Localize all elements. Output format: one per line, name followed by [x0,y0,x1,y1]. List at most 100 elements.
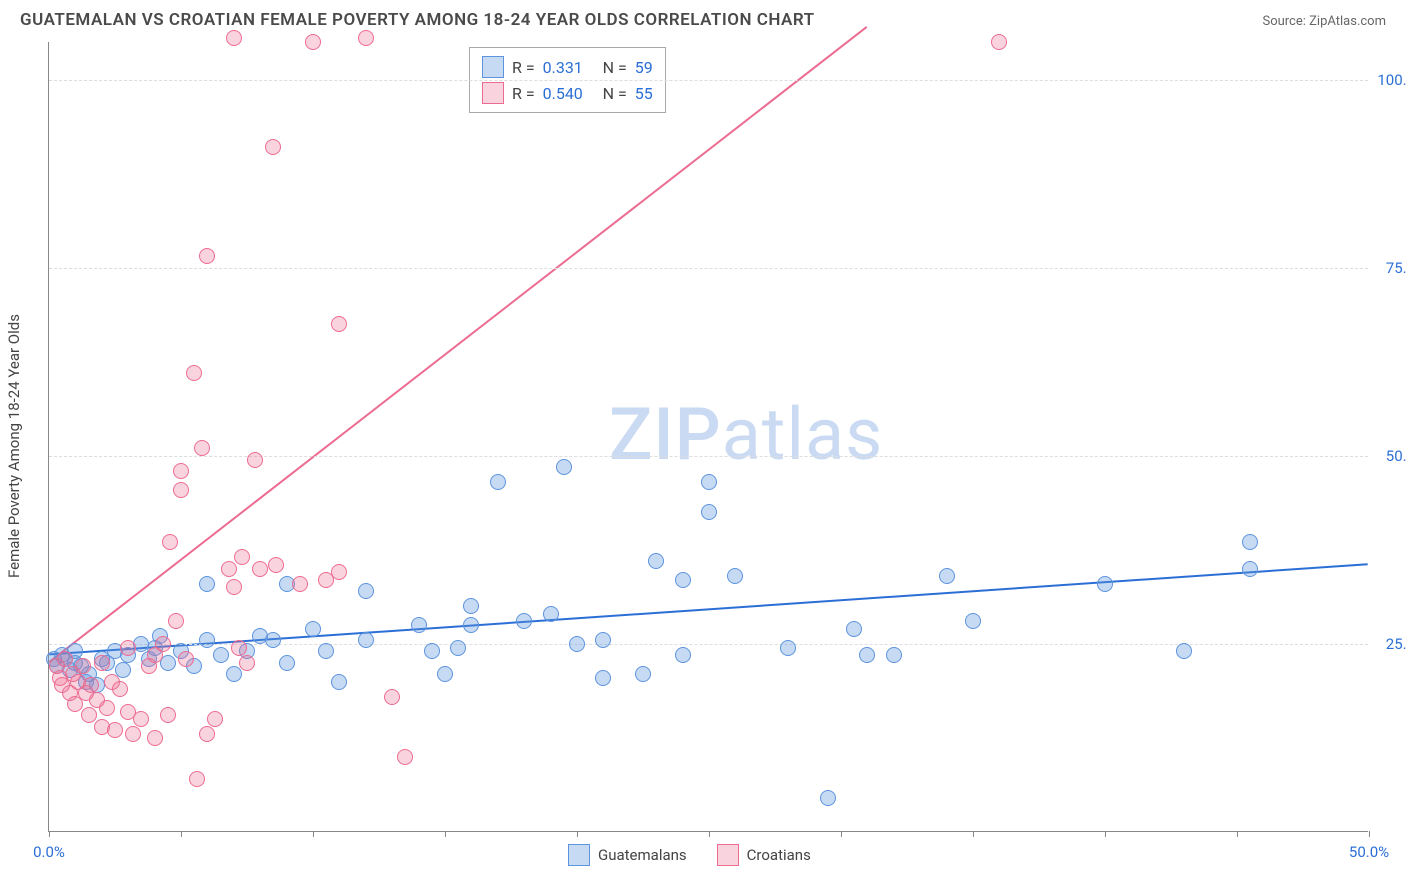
scatter-point [675,572,691,588]
scatter-point [133,711,149,727]
scatter-point [595,670,611,686]
scatter-point [1097,576,1113,592]
scatter-point [168,613,184,629]
legend-swatch [717,844,739,866]
scatter-point [463,617,479,633]
scatter-point [305,621,321,637]
bottom-legend-item: Croatians [717,844,811,866]
x-tick [1237,831,1238,837]
scatter-point [173,463,189,479]
scatter-point [81,707,97,723]
legend-swatch [482,56,504,78]
source-label: Source: ZipAtlas.com [1262,14,1386,29]
x-tick [709,831,710,837]
scatter-point [178,651,194,667]
x-tick [1105,831,1106,837]
scatter-point [331,564,347,580]
x-tick [313,831,314,837]
gridline [49,80,1368,81]
scatter-point [189,771,205,787]
scatter-point [265,632,281,648]
scatter-point [199,576,215,592]
chart-title: GUATEMALAN VS CROATIAN FEMALE POVERTY AM… [20,10,815,30]
y-tick-label: 75.0% [1374,259,1406,277]
chart-container: GUATEMALAN VS CROATIAN FEMALE POVERTY AM… [0,0,1406,892]
y-tick-label: 25.0% [1374,635,1406,653]
scatter-point [125,726,141,742]
scatter-point [569,636,585,652]
scatter-point [991,34,1007,50]
scatter-point [397,749,413,765]
y-tick-label: 50.0% [1374,447,1406,465]
scatter-point [490,474,506,490]
scatter-point [186,365,202,381]
scatter-point [727,568,743,584]
scatter-point [305,34,321,50]
scatter-point [75,658,91,674]
scatter-point [358,632,374,648]
y-tick-label: 100.0% [1374,71,1406,89]
trend-line [49,27,866,662]
scatter-point [268,557,284,573]
bottom-legend-item: Guatemalans [568,844,687,866]
scatter-point [463,598,479,614]
x-tick [445,831,446,837]
scatter-point [411,617,427,633]
scatter-point [965,613,981,629]
scatter-point [99,700,115,716]
r-value: 0.331 [543,58,595,77]
scatter-point [57,651,73,667]
scatter-point [199,632,215,648]
scatter-point [173,482,189,498]
x-tick [577,831,578,837]
scatter-point [450,640,466,656]
scatter-point [648,553,664,569]
bottom-legend: Guatemalans Croatians [568,844,829,866]
legend-stats-row: R =0.540N =55 [482,80,653,106]
r-label: R = [512,58,535,77]
n-label: N = [603,58,627,77]
x-tick-label: 0.0% [33,843,65,861]
scatter-point [83,677,99,693]
scatter-point [331,316,347,332]
scatter-point [226,30,242,46]
scatter-point [1242,561,1258,577]
scatter-point [252,561,268,577]
legend-swatch [568,844,590,866]
scatter-point [155,636,171,652]
scatter-point [199,726,215,742]
legend-label: Guatemalans [598,846,687,864]
n-label: N = [603,84,627,103]
scatter-point [231,640,247,656]
scatter-point [160,707,176,723]
legend-stats-row: R = 0.331 N = 59 [482,54,653,80]
scatter-point [213,647,229,663]
scatter-point [437,666,453,682]
scatter-point [780,640,796,656]
gridline [49,268,1368,269]
scatter-point [226,666,242,682]
scatter-point [939,568,955,584]
y-axis-label: Female Poverty Among 18-24 Year Olds [5,314,23,578]
scatter-point [265,139,281,155]
scatter-point [635,666,651,682]
scatter-point [318,643,334,659]
scatter-point [120,640,136,656]
x-tick [973,831,974,837]
n-value: 59 [635,58,653,77]
scatter-point [820,790,836,806]
plot-area: ZIPatlas R =0.331N =59R =0.540N =55 25.0… [48,42,1368,832]
scatter-point [358,583,374,599]
scatter-point [226,579,242,595]
scatter-point [199,248,215,264]
x-tick-label: 50.0% [1349,843,1389,861]
x-tick [841,831,842,837]
scatter-point [94,655,110,671]
scatter-point [112,681,128,697]
r-value: 0.540 [543,84,595,103]
scatter-point [239,655,255,671]
scatter-point [147,730,163,746]
scatter-point [516,613,532,629]
scatter-point [556,459,572,475]
scatter-point [675,647,691,663]
